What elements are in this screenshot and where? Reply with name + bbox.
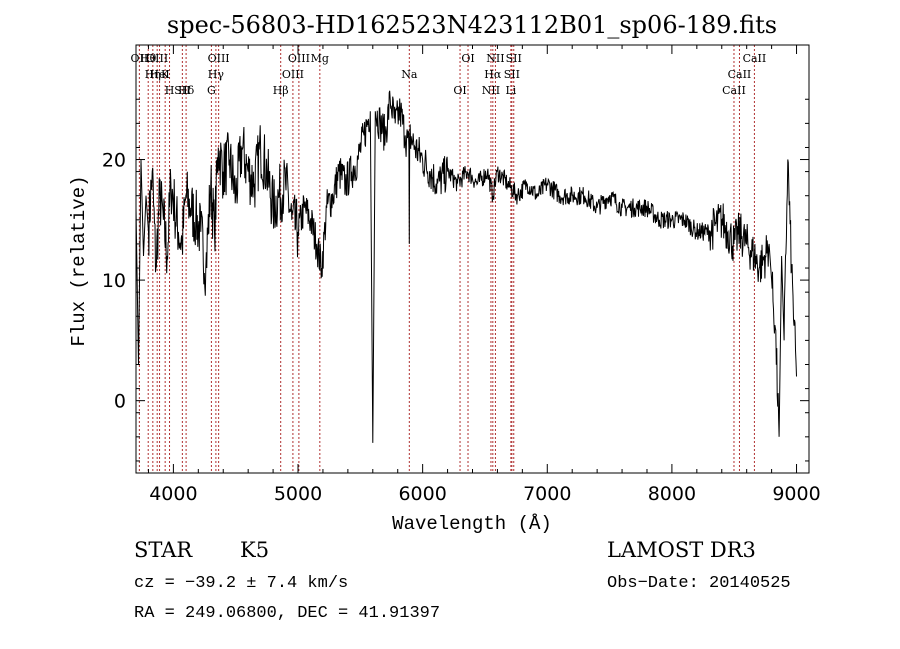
line-marker-label: Hγ [208, 68, 225, 81]
line-marker-label: Hδ [178, 84, 195, 97]
y-tick-label: 20 [102, 150, 126, 172]
line-marker-label: Li [505, 84, 516, 97]
line-marker-label: K [161, 68, 170, 81]
x-tick-label: 9000 [772, 483, 820, 505]
line-marker-label: CaII [728, 68, 752, 81]
chart-title: spec-56803-HD162523N423112B01_sp06-189.f… [167, 11, 777, 39]
line-marker-label: HeI [149, 68, 169, 81]
line-marker-label: OIII [208, 52, 230, 65]
y-tick-label: 0 [114, 391, 126, 413]
ra-dec-coordinates: RA = 249.06800, DEC = 41.91397 [134, 604, 441, 623]
line-marker-label: H [165, 84, 175, 97]
survey-name: LAMOST DR3 [607, 538, 756, 562]
line-marker-label: NII [482, 84, 500, 97]
line-marker-label: Na [401, 68, 418, 81]
line-marker-label: Hη [145, 68, 161, 81]
x-tick-label: 5000 [274, 483, 322, 505]
line-marker-label: Hβ [273, 84, 289, 97]
line-marker-label: OIII [288, 52, 310, 65]
line-marker-label: OI [453, 84, 466, 97]
x-axis-label: Wavelength (Å) [392, 513, 552, 535]
x-axis-ticks: 4000 5000 6000 7000 8000 9000 [147, 45, 821, 505]
redshift-cz: cz = −39.2 ± 7.4 km/s [134, 574, 349, 593]
line-marker-label: CaII [743, 52, 767, 65]
line-marker-label: Hα [484, 68, 502, 81]
line-markers [138, 45, 755, 473]
line-marker-label: SII [504, 68, 520, 81]
line-marker-label: OIII [282, 68, 304, 81]
line-marker-label: CaII [722, 84, 746, 97]
observation-date: Obs−Date: 20140525 [607, 574, 791, 593]
line-marker-label: Hθ [140, 52, 157, 65]
line-marker-label: NII [486, 52, 504, 65]
y-axis-ticks: 0 10 20 [102, 98, 809, 462]
line-marker-label: G [207, 84, 216, 97]
line-marker-label: OII [131, 52, 149, 65]
line-marker-label: OIII [146, 52, 168, 65]
x-tick-label: 7000 [523, 483, 571, 505]
spectrum-line [135, 90, 797, 443]
x-tick-label: 8000 [648, 483, 696, 505]
object-type: STAR [134, 538, 193, 562]
object-subclass: K5 [240, 538, 270, 562]
x-tick-label: 6000 [398, 483, 446, 505]
line-marker-label: Mg [311, 52, 329, 65]
line-marker-label: OI [461, 52, 474, 65]
line-marker-label: SII [174, 84, 190, 97]
line-marker-label: SII [506, 52, 522, 65]
spectrum-chart: spec-56803-HD162523N423112B01_sp06-189.f… [68, 11, 821, 535]
plot-frame [135, 44, 810, 474]
y-axis-label: Flux (relative) [68, 175, 90, 346]
x-tick-label: 4000 [149, 483, 197, 505]
y-tick-label: 10 [102, 270, 126, 292]
